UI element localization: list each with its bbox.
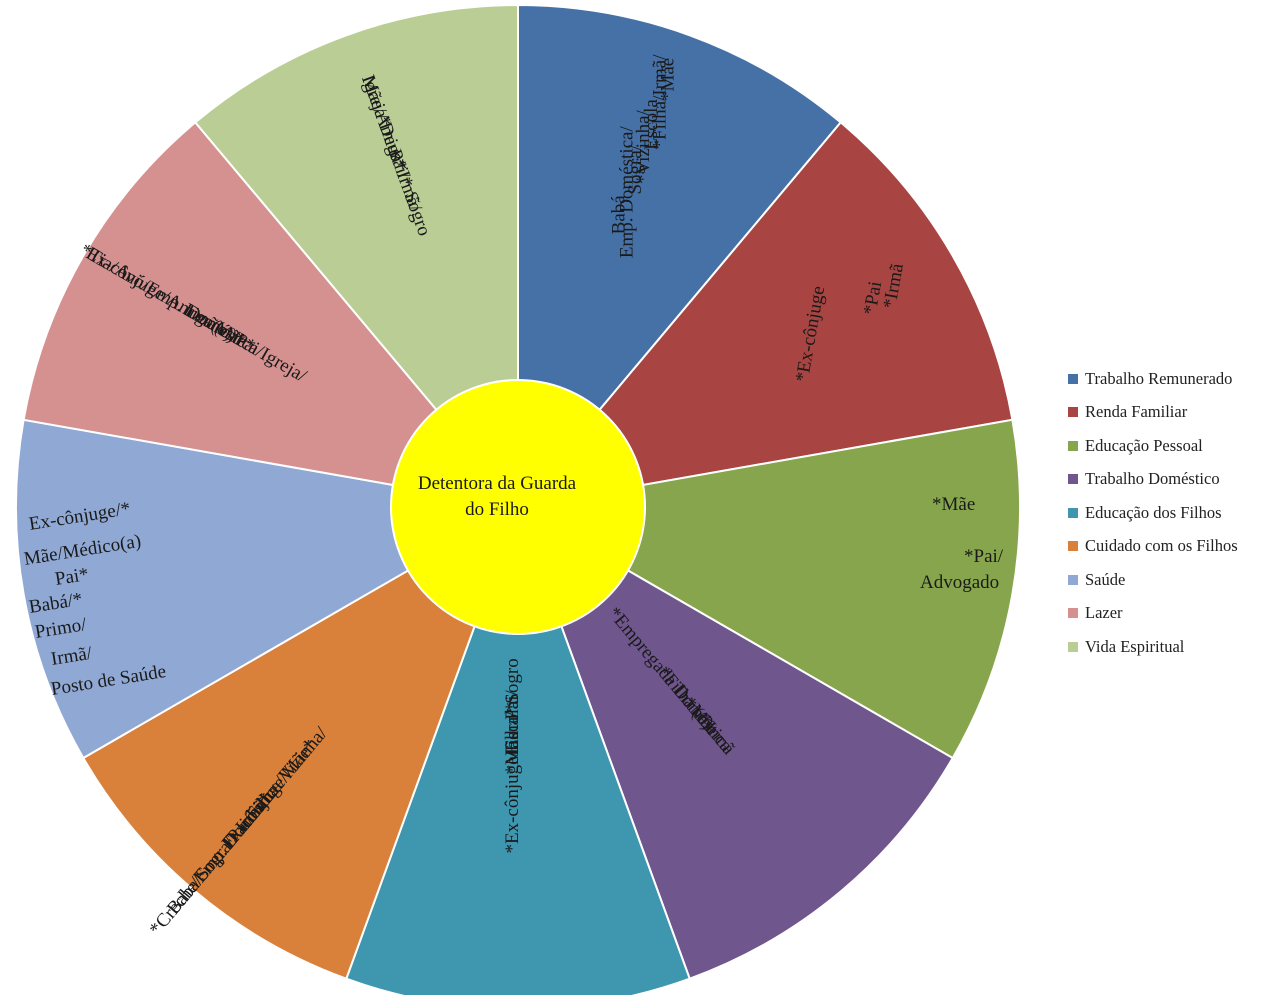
legend-swatch <box>1068 407 1078 418</box>
segment-label-group: *Mãe *Pai/Advogado <box>920 494 1004 593</box>
segment-label-line: Sogra/ <box>625 144 646 194</box>
legend-label: Trabalho Remunerado <box>1085 368 1233 388</box>
legend-label: Renda Familiar <box>1085 402 1188 422</box>
segment-label-line: *Mãe <box>658 58 679 101</box>
legend-item: Lazer <box>1068 597 1268 631</box>
segment-lazer <box>22 120 521 509</box>
segment-cuidado-com-os-filhos <box>81 504 520 980</box>
segment-label-line: *Vizinha/ <box>633 109 654 184</box>
segment-label-group: *Mãe*Filha/Irmã/Escola*Vizinha/Sogra/Emp… <box>608 54 678 258</box>
segment-vida-espiritual <box>193 3 519 510</box>
legend-item: Renda Familiar <box>1068 396 1268 430</box>
legend-item: Saúde <box>1068 563 1268 597</box>
segment-label-line: Pai/ <box>502 690 523 720</box>
legend-swatch <box>1068 373 1078 384</box>
segment-label-line: Filha/* <box>502 702 523 756</box>
segment-label-line: *Filha/Irmã/ <box>649 54 670 150</box>
legend-label: Vida Espiritual <box>1085 636 1185 656</box>
legend-item: Educação Pessoal <box>1068 429 1268 463</box>
segment-label-line: Emp. Doméstica/ <box>617 126 638 259</box>
legend: Trabalho Remunerado Renda Familiar Educa… <box>1068 362 1268 664</box>
center-label-line-2: do Filho <box>465 499 529 520</box>
legend-item: Vida Espiritual <box>1068 630 1268 664</box>
segment-label-line: *Pai/ <box>964 546 1004 567</box>
center-circle: Detentora da Guarda do Filho <box>390 379 646 635</box>
legend-swatch <box>1068 440 1078 451</box>
center-label-line-1: Detentora da Guarda <box>418 473 577 494</box>
segment-label-line: Advogado <box>920 572 999 593</box>
segment-label-line: Sogro <box>502 658 523 703</box>
center-circle-shape <box>390 379 646 635</box>
legend-item: Trabalho Doméstico <box>1068 463 1268 497</box>
support-network-wheel: *Mãe*Filha/Irmã/Escola*Vizinha/Sogra/Emp… <box>15 3 1021 995</box>
segment-renda-familiar <box>515 120 1014 509</box>
legend-swatch <box>1068 474 1078 485</box>
legend-swatch <box>1068 541 1078 552</box>
legend-label: Lazer <box>1085 603 1123 623</box>
legend-item: Trabalho Remunerado <box>1068 362 1268 396</box>
legend-label: Saúde <box>1085 569 1126 589</box>
legend-item: Educação dos Filhos <box>1068 496 1268 530</box>
segment-label-line: Escola <box>641 99 662 150</box>
segment-trabalho-domestico <box>516 504 955 980</box>
legend-swatch <box>1068 608 1078 619</box>
legend-item: Cuidado com os Filhos <box>1068 530 1268 564</box>
legend-label: Cuidado com os Filhos <box>1085 536 1238 556</box>
segment-educacao-dos-filhos <box>345 504 691 995</box>
segment-trabalho-remunerado <box>517 3 843 510</box>
segment-label-line: *Ex-cônjuge/Escola <box>502 700 523 854</box>
segment-label-line: *Mãe <box>932 494 975 515</box>
legend-label: Trabalho Doméstico <box>1085 469 1220 489</box>
legend-swatch <box>1068 641 1078 652</box>
segment-label-line: Babá <box>608 195 629 235</box>
legend-label: Educação dos Filhos <box>1085 502 1222 522</box>
legend-swatch <box>1068 574 1078 585</box>
legend-label: Educação Pessoal <box>1085 435 1203 455</box>
segment-label-line: Pai* <box>53 564 90 590</box>
segment-label-line: *Mãe <box>502 731 523 774</box>
legend-swatch <box>1068 507 1078 518</box>
